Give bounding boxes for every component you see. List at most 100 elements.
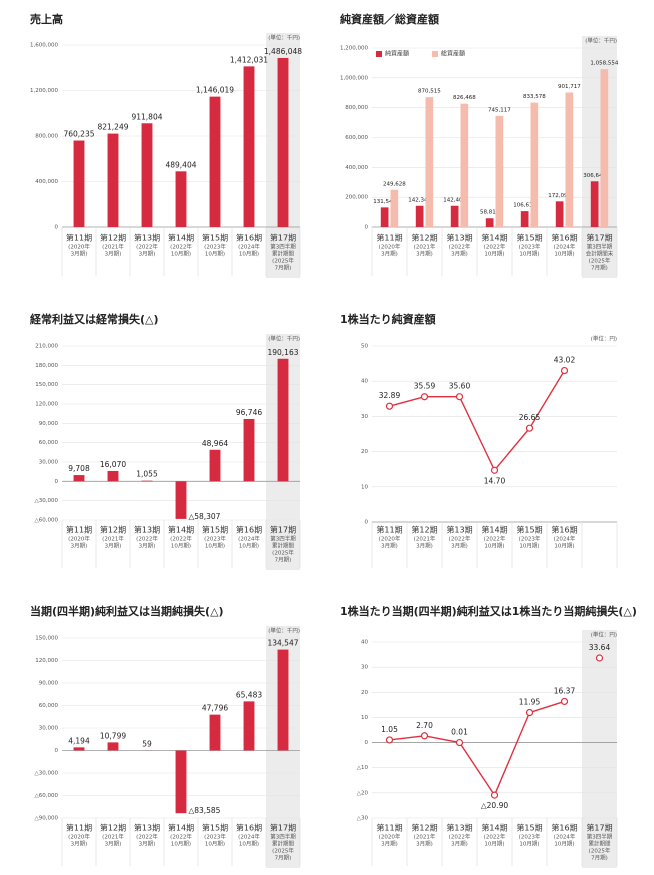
x-tick-note: (2022年 <box>170 243 192 251</box>
chart-title: 1株当たり当期(四半期)純利益又は1株当たり当期純損失(△) <box>340 604 637 618</box>
bar <box>390 189 399 227</box>
x-tick-label: 第14期 <box>481 233 507 243</box>
x-tick-note: (2025年 <box>272 847 294 855</box>
x-tick-label: 第11期 <box>376 525 402 535</box>
y-tick-label: 400,000 <box>345 165 368 171</box>
x-tick-label: 第11期 <box>376 233 402 243</box>
y-tick-label: △30,000 <box>35 771 59 777</box>
marker <box>560 697 569 706</box>
x-tick-note: (2025年 <box>272 257 294 265</box>
x-tick-note: (2024年 <box>554 833 576 841</box>
x-tick-note: 10月期) <box>554 251 574 258</box>
bar <box>175 750 187 814</box>
y-tick-label: 1,000,000 <box>340 75 368 81</box>
value-label: 2.70 <box>416 721 433 730</box>
value-label: 249,628 <box>383 181 406 187</box>
value-label: 35.60 <box>449 382 471 391</box>
value-label: 1,486,048 <box>264 47 302 56</box>
y-tick-label: 90,000 <box>39 681 59 687</box>
value-label: 32.89 <box>379 391 401 400</box>
x-tick-note: 第3四半期 <box>587 833 613 841</box>
value-label: 190,163 <box>267 348 298 357</box>
y-tick-label: 0 <box>365 225 369 231</box>
x-tick-note: (2022年 <box>136 243 158 251</box>
value-label: 43.02 <box>554 356 576 365</box>
x-tick-note: 3月期) <box>105 841 122 848</box>
y-tick-label: 1,200,000 <box>30 88 58 94</box>
value-label: 35.59 <box>414 382 436 391</box>
unit-note: (単位：千円) <box>585 37 617 45</box>
y-tick-label: 50 <box>361 344 368 350</box>
x-tick-label: 第13期 <box>446 823 472 833</box>
x-tick-label: 第12期 <box>411 233 437 243</box>
value-label: 142,402 <box>443 197 466 203</box>
x-tick-note: (2025年 <box>272 549 294 557</box>
y-tick-label: 1,200,000 <box>340 46 368 52</box>
x-tick-label: 第11期 <box>66 823 92 833</box>
bar <box>243 66 255 228</box>
x-tick-note: 3月期) <box>416 251 433 258</box>
bar <box>460 103 469 227</box>
x-tick-note: (2024年 <box>238 243 260 251</box>
x-tick-note: 7月期) <box>275 265 292 272</box>
value-label: 1.05 <box>381 725 398 734</box>
chart-panel: 純資産額／総資産額 (単位：千円) 0 200,000 400,000 600,000 80… <box>340 12 619 278</box>
y-tick-label: 800,000 <box>345 105 368 111</box>
x-tick-label: 第14期 <box>168 823 194 833</box>
value-label: 16.37 <box>554 686 576 695</box>
value-label: 489,404 <box>165 160 196 169</box>
value-label: 745,117 <box>488 107 511 113</box>
x-tick-label: 第15期 <box>516 525 542 535</box>
value-label: 11.95 <box>519 698 541 707</box>
y-tick-label: 40 <box>361 640 368 646</box>
x-tick-note: (2023年 <box>519 535 541 543</box>
x-tick-note: (2022年 <box>484 243 506 251</box>
x-tick-label: 第16期 <box>236 823 262 833</box>
x-tick-note: 3月期) <box>71 251 88 258</box>
bar <box>141 480 153 482</box>
y-tick-label: 90,000 <box>39 421 59 427</box>
value-label: 870,515 <box>418 89 441 95</box>
bar <box>209 96 221 227</box>
x-tick-label: 第12期 <box>411 525 437 535</box>
x-tick-note: 7月期) <box>591 855 608 862</box>
x-tick-note: (2020年 <box>379 243 401 251</box>
bar <box>600 69 609 227</box>
chart-panel: 1株当たり当期(四半期)純利益又は1株当たり当期純損失(△) (単位：円) △30 △… <box>340 604 637 868</box>
line <box>389 370 566 472</box>
line <box>389 700 565 797</box>
bar <box>277 57 289 228</box>
y-tick-label: 10 <box>361 715 368 721</box>
x-tick-note: 3月期) <box>381 543 398 550</box>
x-tick-note: (2021年 <box>102 833 124 841</box>
value-label: 911,804 <box>131 112 162 121</box>
y-tick-label: 60,000 <box>39 703 59 709</box>
x-tick-note: 10月期) <box>484 543 504 550</box>
unit-note: (単位：千円) <box>268 627 300 635</box>
legend-swatch <box>376 51 382 57</box>
x-tick-note: (2022年 <box>449 535 471 543</box>
marker <box>455 738 464 747</box>
marker <box>385 736 394 744</box>
value-label: 142,343 <box>408 197 431 203</box>
x-tick-note: (2024年 <box>238 535 260 543</box>
y-tick-label: △60,000 <box>35 793 59 799</box>
x-tick-note: 10月期) <box>205 841 225 848</box>
x-tick-note: 3月期) <box>451 543 468 550</box>
x-tick-label: 第16期 <box>236 233 262 243</box>
value-label: 4,194 <box>68 736 90 745</box>
x-tick-note: 3月期) <box>416 841 433 848</box>
bar <box>565 92 574 227</box>
marker <box>490 791 499 799</box>
x-tick-label: 第16期 <box>551 233 577 243</box>
bar <box>107 470 119 482</box>
y-tick-label: 30 <box>361 665 368 671</box>
bar <box>107 742 119 751</box>
x-tick-note: 10月期) <box>171 543 191 550</box>
x-tick-note: 10月期) <box>484 251 504 258</box>
x-tick-note: 7月期) <box>591 265 608 272</box>
x-tick-note: 会計期間末 <box>586 250 614 258</box>
x-tick-note: 10月期) <box>239 251 259 258</box>
value-label: 0.01 <box>451 728 468 737</box>
bar <box>380 207 389 227</box>
